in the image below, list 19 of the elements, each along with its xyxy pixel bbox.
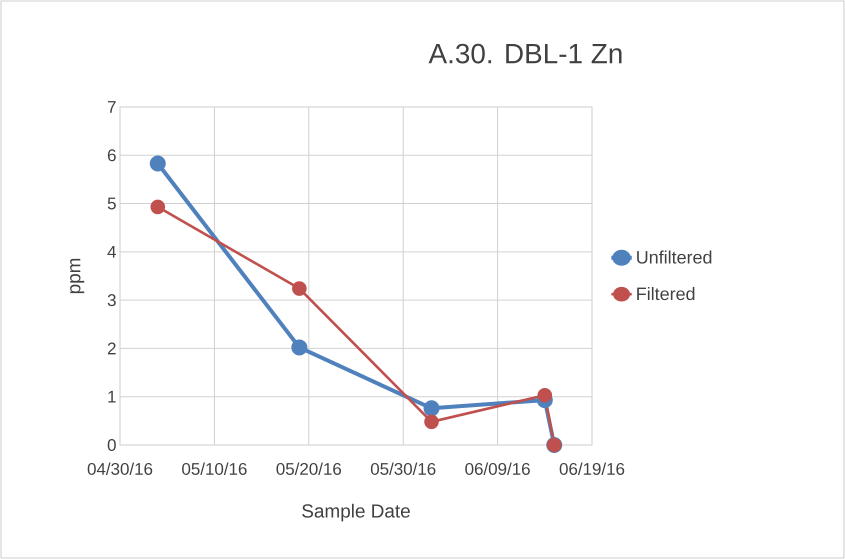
x-tick-label: 05/20/16 (276, 462, 342, 475)
y-axis-title: ppm (70, 258, 84, 294)
x-tick-label: 06/19/16 (560, 462, 624, 475)
x-tick-label: 04/30/16 (88, 462, 152, 475)
legend-label: Unfiltered (637, 250, 712, 264)
x-axis-title: Sample Date (302, 504, 410, 522)
y-tick-label: 1 (108, 390, 116, 403)
legend-label: Filtered (637, 286, 694, 300)
x-tick-label: 05/30/16 (370, 462, 436, 475)
x-tick-label: 06/09/16 (465, 462, 530, 475)
y-tick-label: 2 (108, 342, 116, 354)
y-tick-label: 6 (108, 149, 116, 162)
y-tick-label: 7 (108, 101, 116, 113)
chart-title: A.30. DBL-1 Zn (428, 44, 622, 64)
y-tick-label: 4 (107, 246, 116, 258)
y-tick-label: 5 (108, 198, 116, 210)
x-tick-label: 05/10/16 (182, 462, 247, 475)
y-tick-label: 0 (108, 438, 116, 451)
y-tick-label: 3 (108, 294, 116, 306)
